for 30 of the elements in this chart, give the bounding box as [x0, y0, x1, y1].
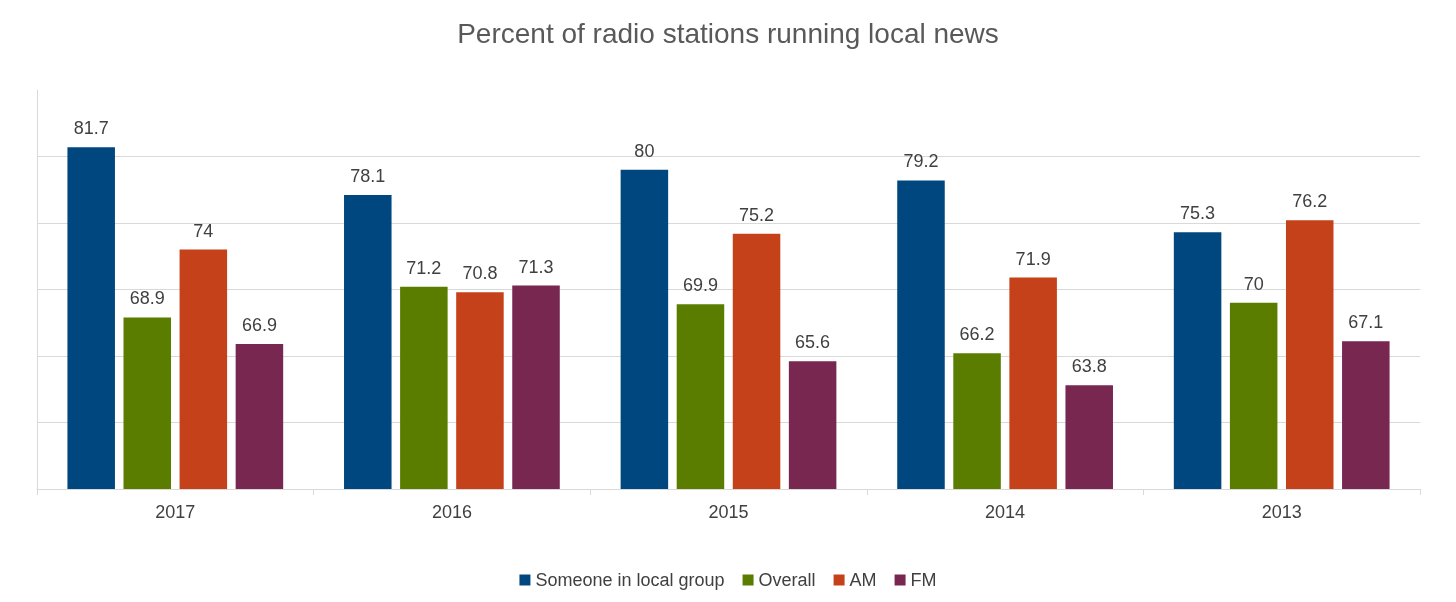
- x-tick-label: 2017: [155, 502, 196, 522]
- legend-label: AM: [849, 570, 877, 590]
- data-label: 71.2: [406, 257, 442, 278]
- data-label: 66.9: [241, 315, 277, 336]
- data-label: 69.9: [682, 275, 718, 296]
- data-label: 71.3: [518, 256, 554, 277]
- data-label: 70: [1243, 273, 1264, 294]
- data-label: 80: [634, 140, 655, 161]
- data-label: 68.9: [129, 288, 165, 309]
- legend-label: Overall: [758, 570, 816, 590]
- data-label: 74: [193, 220, 214, 241]
- x-tick-label: 2014: [985, 502, 1026, 522]
- chart-title: Percent of radio stations running local news: [457, 17, 999, 49]
- x-tick-label: 2016: [431, 502, 472, 522]
- data-label: 81.7: [73, 118, 109, 139]
- data-label: 75.3: [1180, 203, 1216, 224]
- data-label: 67.1: [1348, 312, 1384, 333]
- data-label: 78.1: [350, 166, 386, 187]
- data-label: 63.8: [1071, 356, 1107, 377]
- data-label: 71.9: [1015, 248, 1051, 269]
- legend-label: FM: [910, 570, 937, 590]
- data-label: 76.2: [1292, 191, 1328, 212]
- data-label: 79.2: [903, 151, 939, 172]
- legend-label: Someone in local group: [535, 570, 725, 590]
- data-label: 75.2: [739, 204, 775, 225]
- x-tick-label: 2015: [708, 502, 749, 522]
- x-tick-label: 2013: [1261, 502, 1302, 522]
- data-label: 70.8: [462, 263, 498, 284]
- data-label: 65.6: [795, 332, 831, 353]
- data-label: 66.2: [959, 324, 995, 345]
